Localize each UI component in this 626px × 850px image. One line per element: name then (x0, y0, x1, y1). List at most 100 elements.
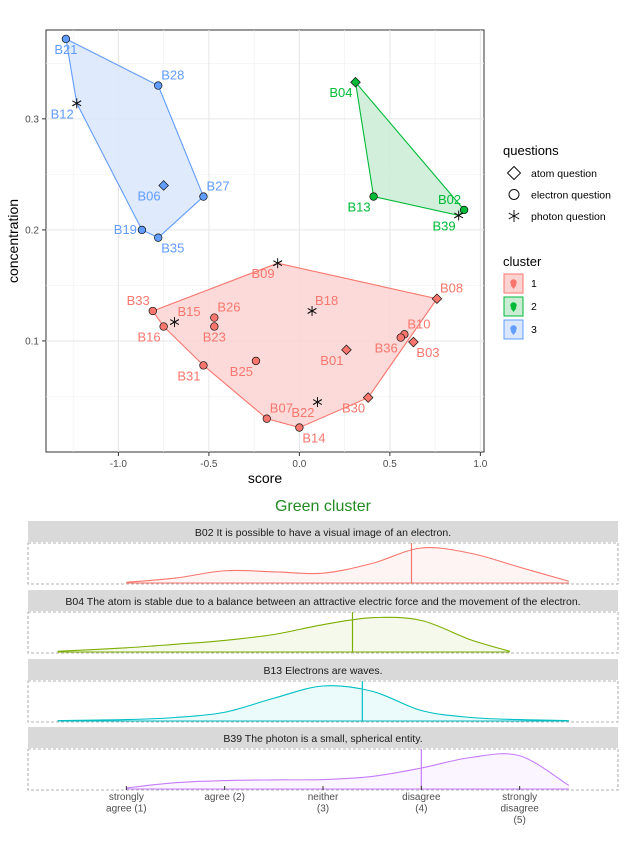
point-labels: B21 B28 B12 B06 B27 B19 B35 B04 B13 B02 B39 B09 B08 B… (51, 42, 463, 446)
point-label-B21: B21 (54, 42, 77, 57)
strip-background (28, 659, 618, 680)
x-tick-label: 0.0 (292, 459, 306, 470)
x-tick-label: 0.5 (383, 459, 397, 470)
point-B21 (61, 34, 71, 44)
point-label-B04: B04 (329, 85, 352, 100)
point-label-B31: B31 (177, 368, 200, 383)
strip-label: B13 Electrons are waves. (263, 665, 382, 677)
point-B19 (137, 225, 147, 235)
point-B31 (199, 361, 208, 370)
point-label-B22: B22 (291, 405, 314, 420)
density-area (57, 617, 510, 652)
point-label-B18: B18 (315, 293, 338, 308)
x-axis-ticks: -1.0 -0.5 0.0 0.5 1.0 (110, 452, 488, 470)
point-B14 (295, 423, 304, 432)
legend-shape-label: electron question (531, 190, 611, 202)
legend-star (508, 210, 520, 222)
density-curve (126, 547, 569, 583)
point-label-B06: B06 (138, 188, 161, 203)
legend: questions atom question electron question… (503, 143, 611, 340)
density-panel-4: B39 The photon is a small, spherical ent… (27, 727, 619, 791)
point-label-B19: B19 (114, 222, 137, 237)
y-tick-label: 0.3 (25, 114, 39, 125)
point-B25 (251, 356, 261, 366)
point-label-B26: B26 (217, 300, 240, 315)
x-tick-label: -0.5 (200, 459, 218, 470)
legend-swatch-dot (510, 302, 517, 309)
legend-color-entries: 1 2 3 (503, 273, 537, 340)
density-area (126, 753, 569, 789)
point-label-B23: B23 (203, 330, 226, 345)
point-B22 (312, 397, 323, 408)
point-B04 (350, 76, 361, 88)
point-B09 (273, 258, 283, 269)
point-label-B03: B03 (416, 345, 439, 360)
point-label-B30: B30 (342, 401, 365, 416)
legend-swatch-dot (510, 325, 517, 332)
y-axis-label: concentration (5, 199, 21, 283)
cluster-hulls (65, 37, 465, 429)
legend-swatch-dot (510, 279, 517, 286)
strip-label: B04 The atom is stable due to a balance … (65, 596, 580, 608)
point-label-B12: B12 (51, 106, 74, 121)
point-label-B07: B07 (270, 401, 293, 416)
point-B08 (431, 293, 443, 305)
point-label-B02: B02 (438, 192, 461, 207)
y-tick-label: 0.1 (25, 336, 39, 347)
density-curve (57, 685, 569, 722)
legend-color-label: 2 (531, 301, 537, 313)
likert-tick-label: disagree (500, 804, 539, 815)
point-B23 (210, 322, 219, 331)
point-B02 (459, 205, 469, 215)
point-label-B36: B36 (375, 341, 398, 356)
point-B18 (307, 305, 317, 316)
point-label-B14: B14 (302, 431, 325, 446)
point-B30 (362, 392, 374, 403)
point-B39 (454, 210, 464, 221)
point-B27 (199, 192, 208, 201)
likert-tick-label: (4) (415, 804, 427, 815)
point-B13 (369, 192, 378, 201)
legend-color-label: 3 (531, 324, 537, 336)
legend-shape-label: photon question (531, 211, 606, 223)
point-B16 (159, 322, 168, 331)
y-axis-ticks: 0.1 0.2 0.3 (25, 114, 46, 347)
likert-tick-label: (3) (317, 804, 329, 815)
density-curve (57, 616, 510, 652)
point-label-B25: B25 (230, 364, 253, 379)
green-cluster-title: Green cluster (275, 498, 372, 515)
point-B07 (262, 414, 271, 423)
point-label-B15: B15 (178, 304, 201, 319)
point-label-B16: B16 (138, 330, 161, 345)
point-label-B39: B39 (433, 218, 456, 233)
point-label-B35: B35 (161, 241, 184, 256)
point-label-B13: B13 (347, 200, 370, 215)
x-axis-label: score (248, 470, 282, 486)
legend-color-label: 1 (531, 278, 537, 290)
point-B36 (396, 333, 405, 342)
point-label-B09: B09 (252, 266, 275, 281)
cluster-points (61, 34, 469, 432)
legend-shape-label: atom question (531, 168, 597, 180)
point-B12 (72, 98, 82, 109)
strip-background (28, 727, 618, 748)
point-label-B08: B08 (440, 281, 463, 296)
strip-background (28, 521, 618, 542)
point-label-B33: B33 (127, 293, 150, 308)
likert-tick-label: disagree (402, 792, 441, 803)
likert-tick-label: agree (2) (204, 792, 245, 803)
point-B06 (158, 180, 169, 191)
density-panels: B02 It is possible to have a visual imag… (27, 521, 619, 791)
density-area (126, 547, 569, 583)
likert-tick-label: (5) (514, 815, 526, 826)
strip-background (28, 590, 618, 611)
point-B15 (169, 317, 180, 328)
x-tick-label: 1.0 (473, 459, 487, 470)
likert-tick-label: neither (308, 792, 339, 803)
point-label-B10: B10 (407, 316, 430, 331)
density-panel-3: B13 Electrons are waves. (27, 659, 619, 723)
point-label-B28: B28 (161, 68, 184, 83)
density-panel-1: B02 It is possible to have a visual imag… (27, 521, 619, 585)
point-B33 (148, 306, 157, 316)
y-tick-label: 0.2 (25, 225, 39, 236)
